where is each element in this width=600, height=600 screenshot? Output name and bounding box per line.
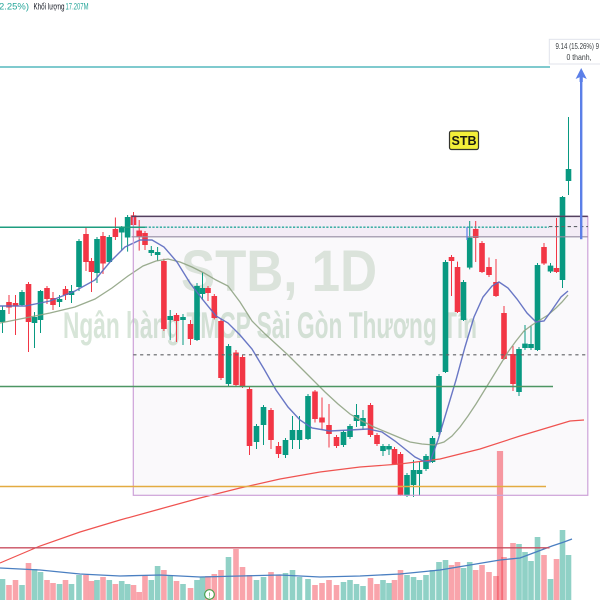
svg-text:STB, 1D: STB, 1D <box>181 239 377 304</box>
svg-text:Khối lượng: Khối lượng <box>34 2 65 12</box>
svg-text:!: ! <box>208 591 210 600</box>
svg-text:STB: STB <box>452 134 477 148</box>
svg-text:0 thanh,: 0 thanh, <box>567 52 592 62</box>
svg-text:2.25%): 2.25%) <box>0 2 29 12</box>
svg-text:17.207M: 17.207M <box>66 2 89 12</box>
svg-text:9.14 (15.26%) 9: 9.14 (15.26%) 9 <box>556 41 600 51</box>
